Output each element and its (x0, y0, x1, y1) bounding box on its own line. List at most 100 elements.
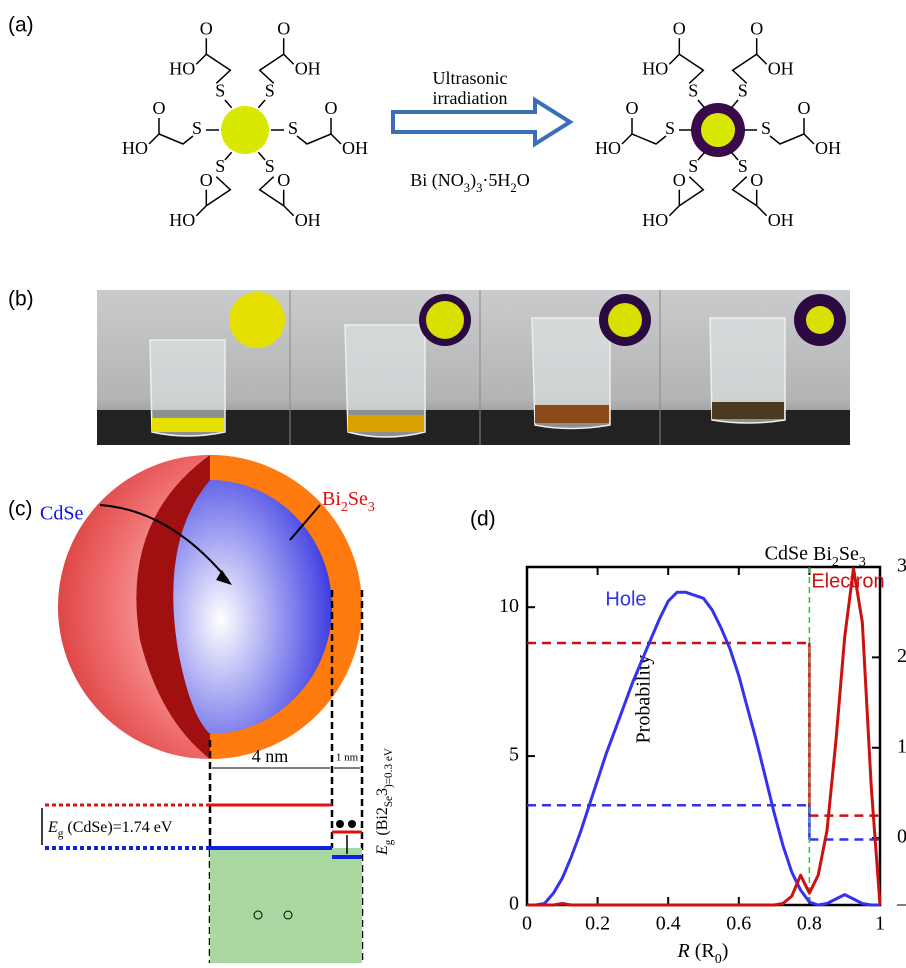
text-run: 2 (832, 555, 839, 570)
bond (297, 134, 331, 144)
x-axis-title: R (R0) (677, 940, 729, 963)
bond (225, 152, 232, 160)
x-tick-label: 0.6 (726, 913, 751, 935)
panel-label: (a) (8, 14, 34, 37)
atom-label: O (673, 170, 686, 190)
y2-tick-label: 1 (897, 735, 906, 757)
dimension-label: 1 nm (336, 752, 359, 764)
y2-tick-label: – (896, 893, 906, 915)
y-tick-label: 0 (509, 893, 519, 915)
figure: (a) (b) (c) (d) Ultrasonic irradiation B… (0, 0, 906, 963)
atom-label: OH (295, 58, 321, 78)
shell-label: Bi2Se3 (322, 488, 375, 515)
atom-label: S (265, 156, 275, 176)
text-run: Bi (NO (410, 170, 464, 191)
bond (258, 100, 265, 108)
bond (804, 134, 814, 144)
atom-label: O (277, 18, 290, 38)
nanoparticle (221, 106, 269, 154)
atom-label: OH (342, 138, 368, 158)
text-run: Se (383, 796, 395, 807)
panel-label: (d) (470, 508, 496, 531)
text-run: Se (348, 488, 368, 510)
text-run: Bi (322, 488, 341, 510)
text-run: 0 (715, 952, 722, 963)
x-tick-label: 0 (522, 913, 532, 935)
gap-label: Eg (CdSe)=1.74 eV (47, 819, 173, 840)
text-run: 2 (374, 807, 391, 815)
atom-label: O (626, 98, 639, 118)
bond (331, 134, 341, 144)
x-tick-label: 1 (875, 913, 885, 935)
atom-label: S (192, 118, 202, 138)
y2-tick-label: 0 (897, 826, 906, 848)
bond (679, 54, 703, 83)
bond (260, 54, 284, 83)
arrow-text: Ultrasonic (433, 68, 508, 88)
band-diagram (42, 768, 362, 963)
photo (97, 290, 850, 445)
atom-label: HO (642, 210, 668, 230)
text-run: O (517, 170, 530, 190)
text-run: (CdSe)=1.74 eV (63, 819, 172, 836)
panel-label: (b) (8, 288, 34, 311)
text-run: 3 (368, 500, 375, 515)
text-run: 3 (374, 788, 391, 796)
atom-label: S (665, 118, 675, 138)
text-run: E (374, 845, 391, 856)
atom-label: O (325, 98, 338, 118)
bond (669, 206, 679, 216)
text-run: E (47, 819, 58, 836)
bond (731, 100, 738, 108)
atom-label: O (153, 98, 166, 118)
y-tick-label: 5 (509, 744, 519, 766)
text-run: Se (839, 543, 859, 565)
text-run: Bi (813, 543, 832, 565)
bond (770, 134, 804, 144)
series-line (527, 592, 880, 905)
text-run: R (677, 940, 690, 962)
x-tick-label: 0.8 (797, 913, 822, 935)
bond (757, 54, 767, 64)
bond (733, 54, 757, 83)
bond (284, 206, 294, 216)
atom-label: S (688, 156, 698, 176)
atom-label: S (215, 156, 225, 176)
y-axis-title: Probability (633, 655, 655, 744)
bond (159, 134, 193, 144)
text-run: (Bi (374, 815, 391, 840)
text-run: 2 (341, 500, 348, 515)
series-label: Hole (605, 588, 646, 610)
bond (698, 152, 705, 160)
bond (622, 134, 632, 144)
atom-label: OH (295, 210, 321, 230)
panel-label: (c) (8, 498, 33, 521)
bond (284, 54, 294, 64)
atom-label: OH (768, 58, 794, 78)
bond (632, 134, 666, 144)
x-tick-label: 0.2 (585, 913, 610, 935)
atom-label: O (798, 98, 811, 118)
atom-label: O (750, 170, 763, 190)
atom-label: S (761, 118, 771, 138)
atom-label: HO (169, 210, 195, 230)
atom-label: O (200, 18, 213, 38)
y2-tick-label: 3 (897, 555, 906, 577)
region-label: Bi2Se3 (813, 543, 866, 570)
atom-label: OH (815, 138, 841, 158)
x-tick-label: 0.4 (656, 913, 681, 935)
atom-label: O (277, 170, 290, 190)
bond (669, 54, 679, 64)
atom-label: HO (122, 138, 148, 158)
nanoparticle (701, 113, 735, 147)
text-run: )=0.3 eV (383, 748, 395, 788)
atom-label: O (750, 18, 763, 38)
plot-frame (527, 567, 880, 905)
series-line (527, 569, 880, 906)
atom-label: HO (595, 138, 621, 158)
atom-label: OH (768, 210, 794, 230)
text-run: 3 (859, 555, 866, 570)
y2-tick-label: 2 (897, 645, 906, 667)
series-label: Electron (811, 570, 884, 592)
arrow-text: irradiation (433, 88, 508, 108)
